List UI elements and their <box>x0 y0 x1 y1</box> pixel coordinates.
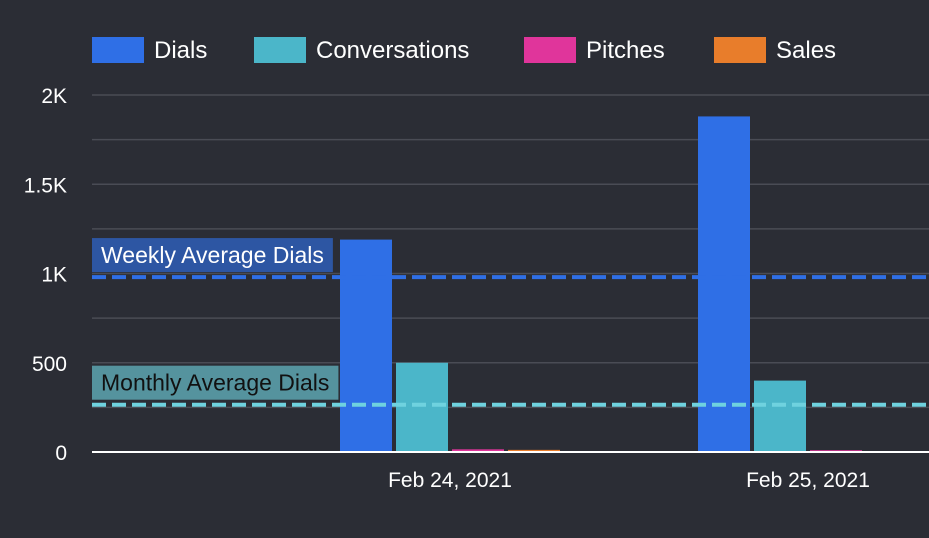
x-tick-label: Feb 25, 2021 <box>746 469 870 492</box>
reference-label-1: Monthly Average Dials <box>101 370 329 396</box>
legend-label-sales: Sales <box>776 37 836 64</box>
y-tick-label: 0 <box>55 442 67 465</box>
legend-swatch-dials <box>92 37 144 63</box>
bar-dials-1[interactable] <box>698 116 750 453</box>
bar-dials-0[interactable] <box>340 239 392 452</box>
bar-conversations-1[interactable] <box>754 380 806 452</box>
legend: Dials Conversations Pitches Sales <box>92 37 836 64</box>
legend-swatch-conversations <box>254 37 306 63</box>
bar-pitches-0[interactable] <box>452 449 504 452</box>
reference-label-bg-1 <box>92 365 339 400</box>
legend-label-pitches: Pitches <box>586 37 665 64</box>
reference-lines: Weekly Average Dials Monthly Average Dial… <box>92 238 929 407</box>
legend-label-conversations: Conversations <box>316 37 469 64</box>
bars <box>340 116 862 453</box>
legend-swatch-sales <box>714 37 766 63</box>
y-axis-ticks: 0 500 1K 1.5K 2K <box>24 85 67 465</box>
reference-label-0: Weekly Average Dials <box>101 242 324 268</box>
y-tick-label: 500 <box>32 353 67 376</box>
bar-sales-0[interactable] <box>508 449 560 452</box>
y-tick-label: 1.5K <box>24 174 67 197</box>
reference-label-bg-0 <box>92 238 333 273</box>
x-tick-label: Feb 24, 2021 <box>388 469 512 492</box>
legend-swatch-pitches <box>524 37 576 63</box>
x-axis-ticks: Feb 24, 2021 Feb 25, 2021 <box>388 469 870 492</box>
bar-conversations-0[interactable] <box>396 362 448 452</box>
legend-label-dials: Dials <box>154 37 207 64</box>
y-tick-label: 2K <box>41 85 67 108</box>
y-tick-label: 1K <box>41 264 67 287</box>
gridlines <box>92 94 929 409</box>
